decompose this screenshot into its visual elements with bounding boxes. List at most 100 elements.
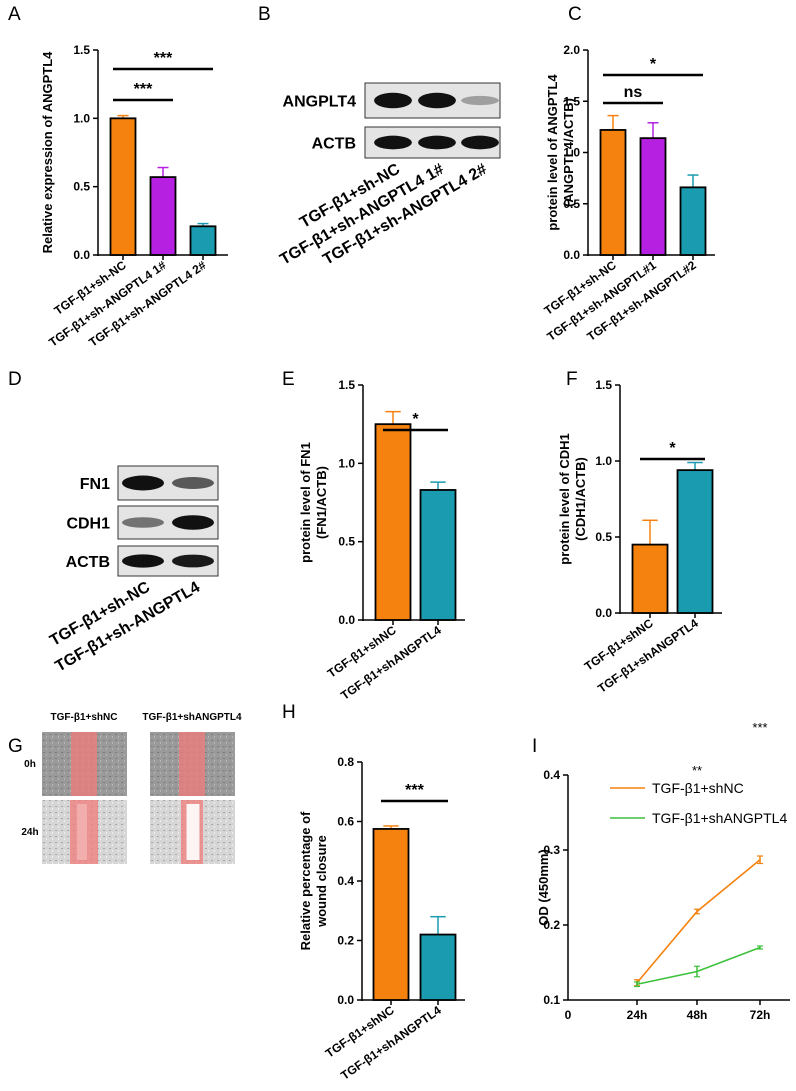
y-tick-label: 1.5 <box>563 94 580 108</box>
y-axis-label: Relative expression of ANGPTL4 <box>40 51 55 254</box>
y-tick-label: 0.0 <box>338 613 355 627</box>
legend-label: TGF-β1+shNC <box>652 780 744 796</box>
bar <box>676 469 714 614</box>
blot-band <box>172 477 214 489</box>
y-axis-label: (FN1/ACTB) <box>314 466 329 539</box>
panel-label: G <box>8 736 23 757</box>
panel-label: E <box>282 369 295 390</box>
blot-band <box>461 135 499 150</box>
significance-label: ns <box>624 84 643 101</box>
bar <box>374 423 412 621</box>
bar <box>639 137 667 256</box>
panel-label: A <box>8 4 21 25</box>
y-tick-label: 0.4 <box>337 874 354 888</box>
y-axis-label: (ANGPTL4/ACTB) <box>561 98 576 207</box>
blot-band <box>461 95 499 106</box>
y-tick-label: 1.0 <box>595 454 612 468</box>
panel-label: D <box>8 369 22 390</box>
bar <box>599 129 627 256</box>
wound-row-label: 0h <box>24 759 36 770</box>
wound-gap-center <box>186 804 200 860</box>
x-tick-label: 72h <box>750 1008 771 1022</box>
panel-label: H <box>282 702 296 723</box>
significance-label: * <box>412 411 419 428</box>
blot-band <box>122 554 164 568</box>
bar <box>109 117 137 256</box>
blot-row-label: FN1 <box>80 476 110 493</box>
blot-band <box>122 517 164 528</box>
y-axis-label: Relative percentage of <box>298 811 313 950</box>
bar <box>679 186 707 256</box>
wound-gap <box>71 732 97 796</box>
blot-band <box>172 554 214 568</box>
bar <box>189 225 217 256</box>
y-tick-label: 1.0 <box>338 456 355 470</box>
panel-label: F <box>566 369 578 390</box>
significance-label: *** <box>154 50 173 67</box>
y-tick-label: 0.5 <box>563 197 580 211</box>
blot-band <box>418 92 456 109</box>
panel-label: C <box>568 4 582 25</box>
y-axis-label: OD (450mm) <box>536 849 551 926</box>
wound-row-label: 24h <box>21 827 38 838</box>
y-tick-label: 1.0 <box>73 111 90 125</box>
y-tick-label: 1.5 <box>595 378 612 392</box>
wound-column-label: TGF-β1+shNC <box>51 712 118 723</box>
blot-band <box>374 92 412 109</box>
x-tick-label: 48h <box>687 1008 708 1022</box>
wound-column-label: TGF-β1+shANGPTL4 <box>142 712 242 723</box>
significance-label: *** <box>752 720 767 735</box>
blot-row-label: ACTB <box>66 554 110 571</box>
blot-band <box>418 135 456 150</box>
y-tick-label: 1.5 <box>338 378 355 392</box>
blot-row-label: CDH1 <box>66 516 110 533</box>
y-tick-label: 0.3 <box>543 843 560 857</box>
bar <box>149 176 177 256</box>
panel-label: I <box>532 736 537 757</box>
y-tick-label: 0.6 <box>337 815 354 829</box>
blot-row-label: ANGPLT4 <box>283 94 357 111</box>
y-tick-label: 0.2 <box>337 934 354 948</box>
wound-gap <box>179 732 205 796</box>
wound-gap-center <box>77 804 87 860</box>
significance-label: ** <box>692 763 702 778</box>
bar <box>631 543 669 614</box>
blot-band <box>122 475 164 491</box>
y-axis-label: (CDH1/ACTB) <box>573 457 588 541</box>
y-tick-label: 0.0 <box>337 993 354 1007</box>
y-tick-label: 1.0 <box>563 146 580 160</box>
significance-label: * <box>650 56 657 73</box>
y-tick-label: 0.5 <box>338 535 355 549</box>
y-tick-label: 0.0 <box>73 248 90 262</box>
y-axis-label: wound closure <box>314 835 329 928</box>
panel-label: B <box>258 4 271 25</box>
series-line <box>636 859 761 984</box>
y-tick-label: 1.5 <box>73 43 90 57</box>
blot-row-label: ACTB <box>312 136 356 153</box>
y-axis-label: protein level of CDH1 <box>557 433 572 564</box>
y-tick-label: 0.5 <box>73 180 90 194</box>
series-line <box>636 946 761 986</box>
x-tick-label: 0 <box>565 1008 572 1022</box>
y-tick-label: 0.2 <box>543 918 560 932</box>
blot-band <box>374 135 412 150</box>
bar <box>419 933 457 1001</box>
bar <box>419 489 457 621</box>
y-tick-label: 0.0 <box>563 248 580 262</box>
y-tick-label: 0.5 <box>595 530 612 544</box>
y-tick-label: 0.1 <box>543 993 560 1007</box>
y-tick-label: 0.8 <box>337 755 354 769</box>
y-tick-label: 0.0 <box>595 606 612 620</box>
x-tick-label: 24h <box>627 1008 648 1022</box>
y-tick-label: 2.0 <box>563 43 580 57</box>
blot-band <box>172 515 214 530</box>
legend-label: TGF-β1+shANGPTL4 <box>652 810 787 826</box>
y-axis-label: protein level of FN1 <box>298 442 313 563</box>
y-axis-label: protein level of ANGPTL4 <box>545 74 560 231</box>
significance-label: * <box>669 440 676 457</box>
y-tick-label: 0.4 <box>543 768 560 782</box>
significance-label: *** <box>405 782 424 799</box>
significance-label: *** <box>134 81 153 98</box>
bar <box>372 828 410 1001</box>
